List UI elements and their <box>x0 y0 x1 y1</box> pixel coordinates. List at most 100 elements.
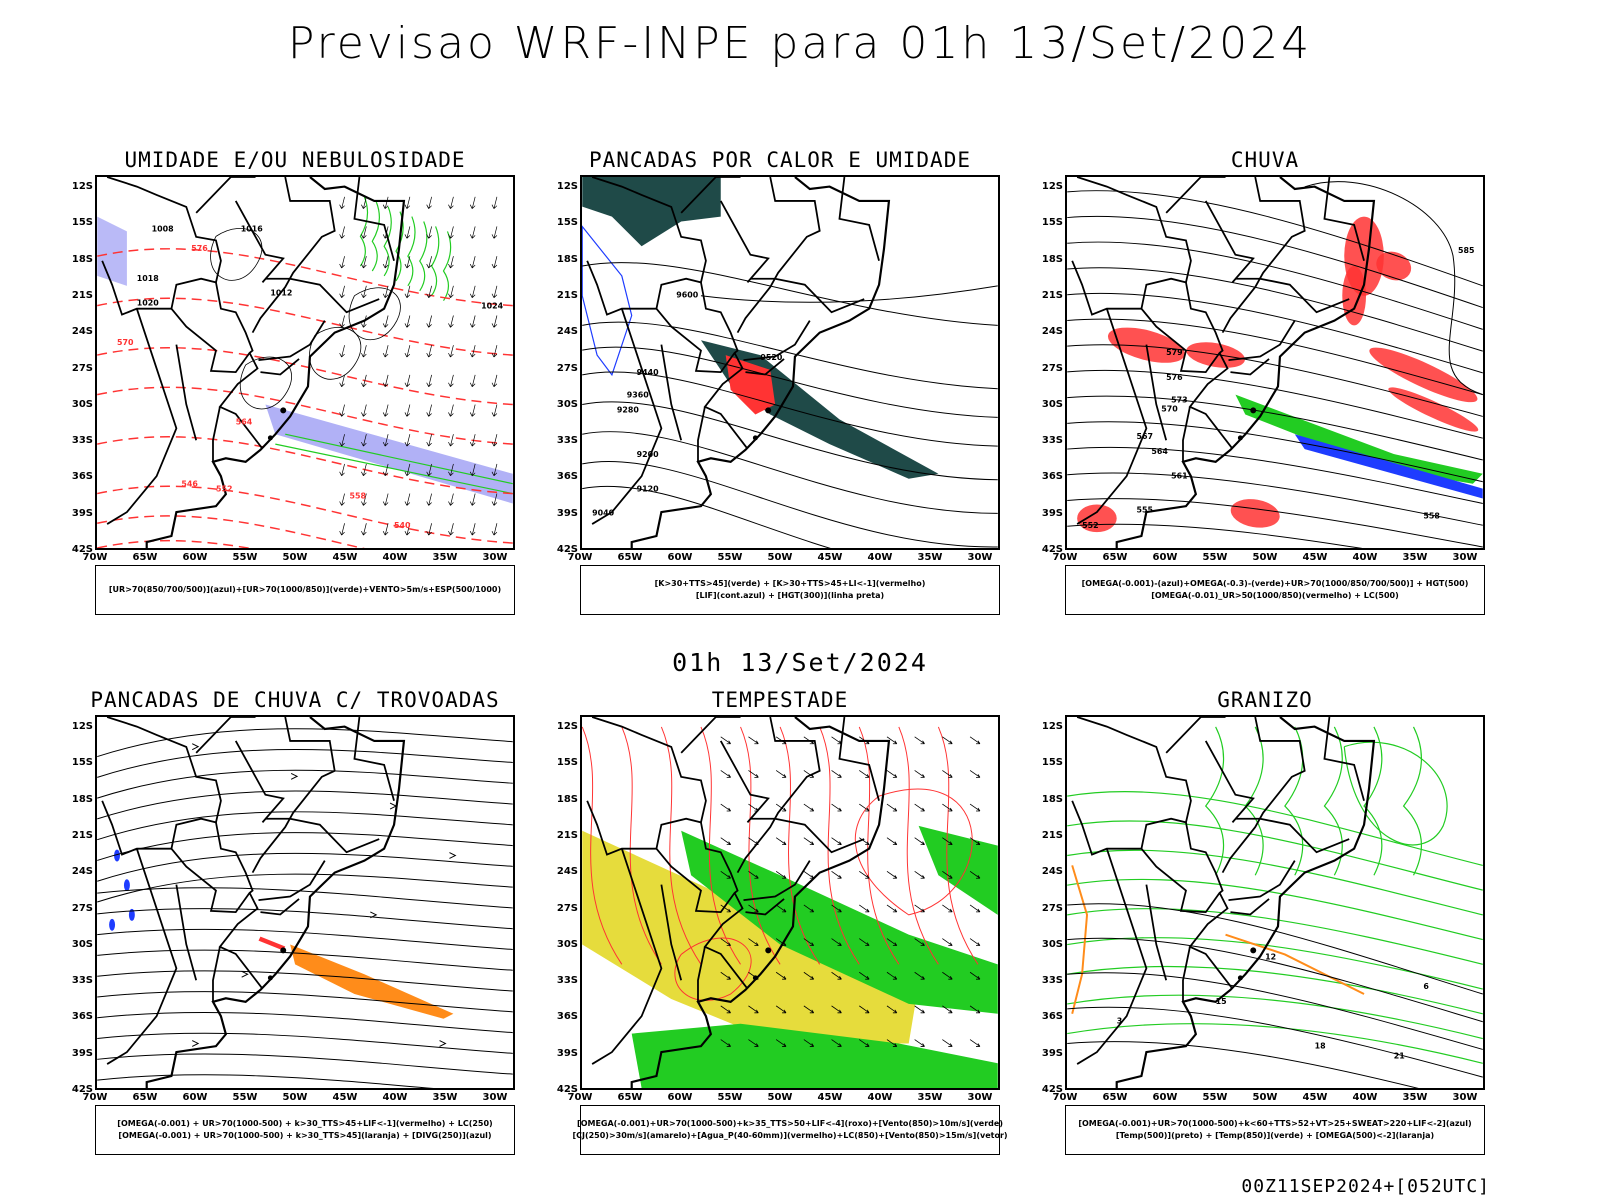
lat-label: 33S <box>556 975 578 987</box>
lat-label: 39S <box>556 1047 578 1059</box>
lat-label: 39S <box>71 507 93 519</box>
contour-label: 540 <box>394 521 411 530</box>
lon-label: 40W <box>382 552 408 563</box>
lat-label: 18S <box>71 253 93 265</box>
contour-label: 558 <box>350 492 367 501</box>
lat-label: 27S <box>556 362 578 374</box>
lon-label: 70W <box>82 1092 108 1103</box>
lat-label: 30S <box>1041 398 1063 410</box>
lon-label: 30W <box>1452 1092 1478 1103</box>
panel-title: CHUVA <box>1230 148 1300 172</box>
lat-label: 27S <box>1041 902 1063 914</box>
lat-label: 21S <box>1041 289 1063 301</box>
contour-label: 1016 <box>241 224 264 233</box>
contour-label: 1018 <box>137 274 160 283</box>
panel-legend: [K>30+TTS>45](verde) + [K>30+TTS>45+LI<-… <box>580 565 1000 615</box>
lat-label: 33S <box>71 435 93 447</box>
panel-legend: [OMEGA(-0.001)+UR>70(1000-500)+k>35_TTS>… <box>572 1105 1008 1155</box>
contour-label: 573 <box>1171 396 1188 405</box>
lat-label: 39S <box>1041 507 1063 519</box>
map-borders-3 <box>101 717 406 1088</box>
lat-label: 27S <box>71 902 93 914</box>
map-frame: 12 15 18 21 6 3 <box>1065 715 1485 1090</box>
contour-label: 21 <box>1394 1051 1405 1060</box>
lon-label: 45W <box>332 1092 358 1103</box>
lon-label: 30W <box>482 1092 508 1103</box>
lat-label: 15S <box>71 217 93 229</box>
panel-pancadas-calor: PANCADAS POR CALOR E UMIDADE 9600 9520 9440… <box>535 148 1025 618</box>
lon-label: 40W <box>1352 552 1378 563</box>
lon-label: 65W <box>1102 1092 1128 1103</box>
lat-label: 15S <box>556 757 578 769</box>
lon-label: 40W <box>867 1092 893 1103</box>
lat-label: 39S <box>71 1047 93 1059</box>
contour-label: 1012 <box>270 289 292 298</box>
lat-label: 36S <box>1041 1011 1063 1023</box>
lon-label: 65W <box>1102 552 1128 563</box>
panel-title: PANCADAS POR CALOR E UMIDADE <box>588 148 971 172</box>
legend-line: [OMEGA(-0.001)+UR>70(1000-500)+k>35_TTS>… <box>577 1119 1003 1128</box>
panel-legend: [OMEGA(-0.001)-(azul)+OMEGA(-0.3)-(verde… <box>1065 565 1485 615</box>
lat-label: 42S <box>556 544 578 555</box>
map-frame: 1016 1012 1008 1020 1024 1018 576 570 564 558 552 5… <box>95 175 515 550</box>
lon-label: 50W <box>1252 552 1278 563</box>
lat-label: 42S <box>556 1084 578 1095</box>
instability-fields <box>582 177 998 548</box>
lon-label: 40W <box>867 552 893 563</box>
lon-label: 35W <box>1402 552 1428 563</box>
legend-line: [OMEGA(-0.001)-(azul)+OMEGA(-0.3)-(verde… <box>1081 579 1469 588</box>
lat-label: 15S <box>71 757 93 769</box>
lon-label: 65W <box>617 552 643 563</box>
panel-legend: [OMEGA(-0.001) + UR>70(1000-500) + k>30_… <box>95 1105 515 1155</box>
lat-label: 33S <box>1041 975 1063 987</box>
contour-label: 9520 <box>760 353 783 362</box>
lat-label: 24S <box>1041 866 1063 878</box>
forecast-time-subtitle: 01h 13/Set/2024 <box>672 648 928 677</box>
contour-label: 555 <box>1136 505 1153 514</box>
map-canvas <box>97 717 513 1088</box>
lon-label: 55W <box>717 552 743 563</box>
lon-label: 30W <box>482 552 508 563</box>
map-borders-2 <box>1071 177 1376 548</box>
map-canvas: 9600 9520 9440 9360 9280 9200 9120 9040 <box>582 177 998 548</box>
lat-label: 27S <box>71 362 93 374</box>
lat-label: 15S <box>556 217 578 229</box>
contour-label: 561 <box>1171 472 1188 481</box>
lon-label: 35W <box>1402 1092 1428 1103</box>
lon-label: 55W <box>1202 552 1228 563</box>
lon-label: 45W <box>332 552 358 563</box>
lat-label: 18S <box>556 793 578 805</box>
lat-label: 21S <box>556 289 578 301</box>
streamlines-trovoadas <box>97 728 513 1088</box>
lon-label: 40W <box>382 1092 408 1103</box>
lat-label: 18S <box>1041 793 1063 805</box>
lon-label: 45W <box>817 552 843 563</box>
contour-label: 564 <box>236 417 253 426</box>
lat-label: 12S <box>1041 181 1063 193</box>
lat-label: 36S <box>1041 471 1063 483</box>
panel-granizo: GRANIZO 12 15 18 21 6 3 12S 15S 18S 21S 24S 27S 30S 33… <box>1020 688 1510 1158</box>
lat-label: 15S <box>1041 217 1063 229</box>
contour-labels: 12 15 18 21 6 3 <box>1117 952 1430 1060</box>
lat-label: 12S <box>71 721 93 733</box>
lat-label: 36S <box>71 1011 93 1023</box>
legend-line: [LIF](cont.azul) + [HGT(300)](linha pret… <box>695 591 885 600</box>
lat-label: 42S <box>1041 1084 1063 1095</box>
lon-label: 60W <box>667 1092 693 1103</box>
lon-label: 60W <box>1152 552 1178 563</box>
panel-legend: [UR>70(850/700/500)](azul)+[UR>70(1000/8… <box>95 565 515 615</box>
lat-label: 12S <box>1041 721 1063 733</box>
lon-label: 60W <box>667 552 693 563</box>
lon-label: 30W <box>1452 552 1478 563</box>
lon-label: 70W <box>1052 552 1078 563</box>
lat-label: 42S <box>71 1084 93 1095</box>
lon-label: 35W <box>432 552 458 563</box>
map-borders-5 <box>1071 717 1376 1088</box>
storm-fields <box>582 726 998 1088</box>
lat-label: 30S <box>556 398 578 410</box>
panel-title: GRANIZO <box>1217 688 1313 712</box>
panel-title: PANCADAS DE CHUVA C/ TROVOADAS <box>90 688 500 712</box>
lat-label: 24S <box>71 866 93 878</box>
lon-label: 70W <box>82 552 108 563</box>
